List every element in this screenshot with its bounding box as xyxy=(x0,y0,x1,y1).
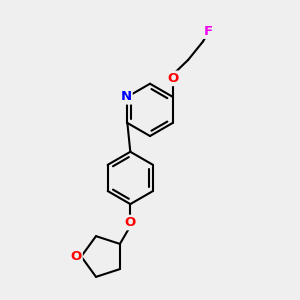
Text: N: N xyxy=(120,90,131,103)
Text: O: O xyxy=(70,250,82,263)
Text: O: O xyxy=(125,216,136,229)
Text: F: F xyxy=(204,25,213,38)
Text: O: O xyxy=(167,72,178,85)
